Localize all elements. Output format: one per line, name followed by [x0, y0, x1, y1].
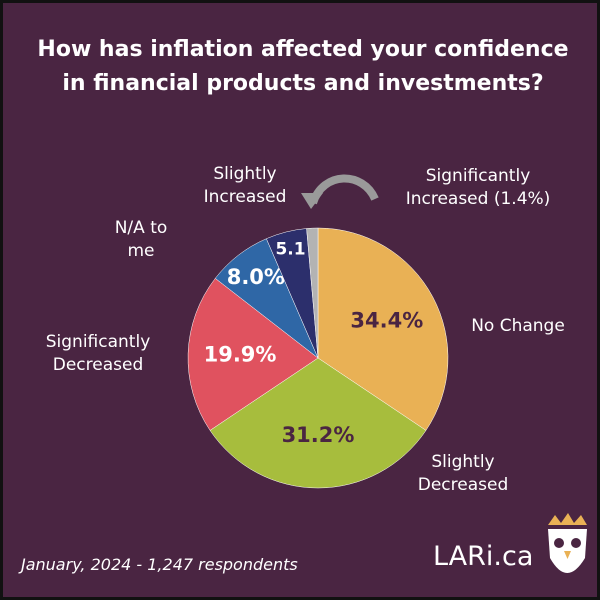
arrow-head	[301, 193, 323, 209]
brand: LARi.ca	[433, 541, 534, 572]
category-label: Slightly Increased	[203, 164, 287, 207]
category-label: N/A to me	[114, 218, 168, 261]
arrow	[309, 174, 379, 205]
pie-area: 34.4% 31.2% 19.9% 8.0% 5.1	[187, 174, 587, 573]
value-label: 5.1	[275, 240, 305, 260]
value-label: 19.9%	[204, 342, 277, 366]
chart-title: How has inflation affected your confiden…	[37, 37, 569, 96]
value-label: 8.0%	[227, 265, 285, 289]
category-label: Significantly Increased (1.4%)	[405, 166, 551, 209]
pie-slice	[317, 227, 449, 431]
pie-slice	[187, 277, 319, 431]
category-label: Slightly Decreased	[417, 452, 509, 495]
category-label: Significantly Decreased	[45, 332, 151, 375]
footnote: January, 2024 - 1,247 respondents	[21, 555, 298, 574]
value-label: 31.2%	[282, 423, 355, 447]
owl-logo	[548, 513, 587, 573]
pie-slice	[209, 357, 427, 489]
value-label: 34.4%	[350, 308, 423, 332]
category-label: No Change	[471, 316, 565, 336]
pie-slice	[306, 227, 319, 359]
